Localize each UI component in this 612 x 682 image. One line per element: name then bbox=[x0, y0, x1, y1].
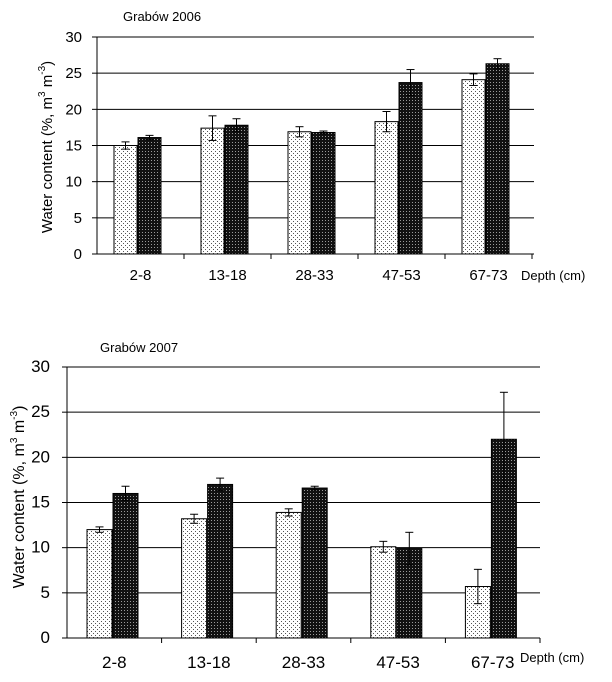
x-tick-label: 67-73 bbox=[469, 267, 507, 284]
y-tick-label: 5 bbox=[74, 210, 82, 227]
y-axis-label-sup: -3 bbox=[37, 65, 48, 74]
chart-title: Grabów 2006 bbox=[123, 9, 201, 24]
x-tick-label: 2-8 bbox=[130, 267, 152, 284]
bar bbox=[398, 82, 423, 255]
y-tick-label: 30 bbox=[31, 357, 50, 376]
chart-title: Grabów 2007 bbox=[100, 340, 178, 355]
bar bbox=[275, 511, 302, 639]
y-axis-label-part: ) bbox=[11, 406, 28, 411]
bar bbox=[311, 131, 336, 255]
y-tick-label: 0 bbox=[74, 246, 82, 263]
y-tick-label: 20 bbox=[65, 101, 82, 118]
x-tick-label: 28-33 bbox=[282, 653, 325, 672]
x-tick-label: 47-53 bbox=[382, 267, 420, 284]
y-tick-label: 25 bbox=[65, 65, 82, 82]
y-axis-label-part: m bbox=[11, 420, 28, 438]
y-axis-label-sup: 3 bbox=[9, 437, 20, 443]
y-tick-label: 5 bbox=[41, 583, 50, 602]
bar bbox=[370, 546, 397, 639]
bar bbox=[301, 487, 328, 639]
y-tick-label: 10 bbox=[65, 174, 82, 191]
bar bbox=[374, 121, 399, 255]
x-axis-label: Depth (cm) bbox=[521, 268, 585, 283]
y-axis-label-part: ) bbox=[39, 61, 56, 66]
bar bbox=[112, 492, 139, 639]
x-tick-label: 67-73 bbox=[471, 653, 514, 672]
chart-2007: Grabów 2007 Water content (%, m3 m-3) De… bbox=[9, 340, 584, 672]
x-tick-label: 47-53 bbox=[376, 653, 419, 672]
x-tick-label: 13-18 bbox=[208, 267, 246, 284]
chart-2006: Grabów 2006 Water content (%, m3 m-3) De… bbox=[37, 9, 585, 284]
x-tick-label: 2-8 bbox=[102, 653, 127, 672]
y-axis-label-part: m bbox=[39, 75, 56, 92]
y-tick-label: 0 bbox=[41, 628, 50, 647]
bar bbox=[461, 79, 486, 255]
bar bbox=[200, 127, 225, 255]
y-axis-label-sup: -3 bbox=[9, 410, 20, 419]
y-tick-label: 10 bbox=[31, 538, 50, 557]
bar bbox=[86, 529, 113, 639]
y-tick-label: 20 bbox=[31, 447, 50, 466]
bar bbox=[485, 63, 510, 255]
y-tick-label: 15 bbox=[65, 138, 82, 155]
bar bbox=[181, 518, 208, 639]
y-tick-label: 25 bbox=[31, 402, 50, 421]
y-axis-label-part: Water content (%, m bbox=[11, 443, 28, 588]
y-axis-label-part: Water content (%, m bbox=[39, 97, 56, 233]
y-tick-label: 30 bbox=[65, 29, 82, 46]
bar bbox=[207, 483, 234, 639]
bar bbox=[224, 124, 249, 255]
bar bbox=[137, 137, 162, 255]
y-axis-label: Water content (%, m3 m-3) bbox=[37, 61, 56, 233]
x-tick-label: 28-33 bbox=[295, 267, 333, 284]
bar bbox=[287, 131, 312, 255]
x-axis-label: Depth (cm) bbox=[520, 650, 584, 665]
y-axis-label-sup: 3 bbox=[37, 91, 48, 97]
bar bbox=[113, 145, 138, 255]
y-tick-label: 15 bbox=[31, 493, 50, 512]
x-tick-label: 13-18 bbox=[187, 653, 230, 672]
y-axis-label: Water content (%, m3 m-3) bbox=[9, 406, 28, 589]
